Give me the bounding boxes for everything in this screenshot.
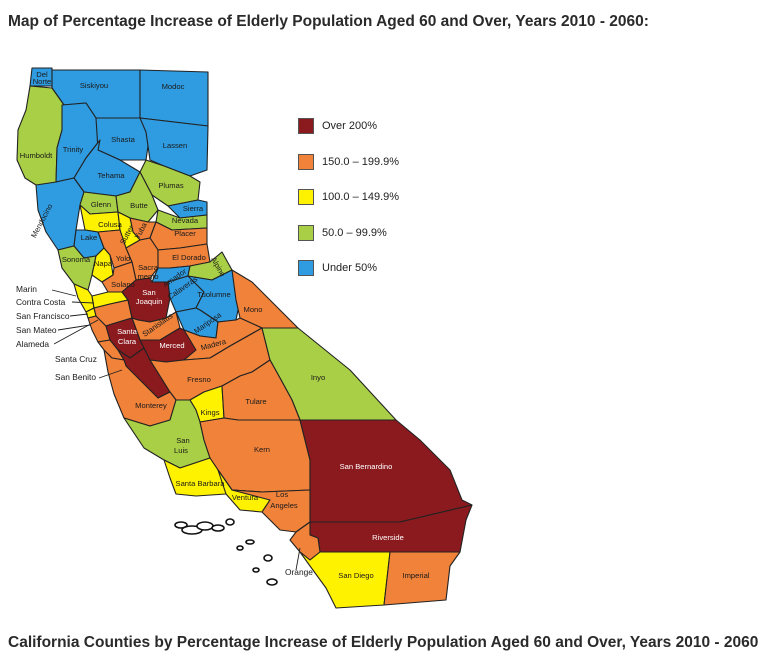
county-san-diego [299, 551, 391, 609]
county-label-san-joaquin: San [142, 288, 156, 297]
callout-line-san-francisco [69, 313, 89, 317]
callout-label-marin: Marin [16, 284, 37, 294]
legend-label-150-199: 150.0 – 199.9% [322, 155, 400, 168]
county-label-fresno: Fresno [187, 375, 211, 384]
county-los-angeles [231, 489, 311, 533]
legend-swatch-100-149 [298, 189, 314, 205]
channel-island-5 [225, 518, 235, 526]
channel-island-7 [263, 554, 273, 562]
channel-island-3 [196, 521, 214, 531]
county-label-sonoma: Sonoma [62, 255, 91, 264]
callout-line-contra-costa [71, 301, 95, 304]
county-label-santa-clara: Clara [118, 337, 137, 346]
county-label-santa-barbara: Santa Barbara [176, 479, 226, 488]
channel-island-4 [211, 524, 225, 532]
county-label-imperial: Imperial [402, 571, 429, 580]
county-label-kings: Kings [201, 408, 220, 417]
legend-label-under-50: Under 50% [322, 262, 378, 274]
county-label-del-norte: Norte [33, 77, 52, 86]
map-legend: Over 200% 150.0 – 199.9% 100.0 – 149.9% … [298, 117, 399, 295]
legend-swatch-under-50 [298, 260, 314, 276]
county-san-bernardino [299, 419, 473, 523]
county-modoc [139, 69, 209, 127]
legend-item-over-200: Over 200% [298, 117, 399, 135]
county-madera [183, 317, 263, 361]
county-label-solano: Solano [111, 280, 135, 289]
callout-label-contra-costa: Contra Costa [16, 297, 66, 307]
county-label-lake: Lake [81, 233, 97, 242]
legend-swatch-50-99 [298, 224, 314, 241]
county-label-sierra: Sierra [183, 204, 204, 213]
county-label-san-luis-obispo: Luis [174, 446, 188, 455]
legend-item-150-199: 150.0 – 199.9% [298, 153, 399, 171]
county-label-san-bernardino: San Bernardino [340, 462, 393, 471]
channel-island-1 [174, 521, 188, 529]
county-monterey [103, 349, 177, 427]
callout-line-marin [51, 289, 77, 297]
legend-item-under-50: Under 50% [298, 259, 399, 277]
county-label-monterey: Monterey [135, 401, 167, 410]
county-label-yolo: Yolo [116, 254, 131, 263]
county-label-trinity: Trinity [63, 145, 84, 154]
county-label-glenn: Glenn [91, 200, 111, 209]
county-label-butte: Butte [130, 201, 148, 210]
county-imperial [383, 551, 461, 606]
county-label-humboldt: Humboldt [20, 151, 53, 160]
county-label-tehama: Tehama [97, 171, 125, 180]
legend-item-50-99: 50.0 – 99.9% [298, 224, 399, 242]
legend-label-100-149: 100.0 – 149.9% [322, 191, 400, 203]
callout-label-san-francisco: San Francisco [16, 311, 70, 321]
callout-label-alameda: Alameda [16, 339, 49, 349]
county-marin [73, 283, 95, 313]
county-label-el-dorado: El Dorado [172, 253, 206, 262]
county-label-placer: Placer [174, 229, 196, 238]
county-label-los-angeles: Los [276, 490, 288, 499]
county-label-napa: Napa [94, 259, 113, 268]
county-label-nevada: Nevada [172, 216, 199, 225]
county-label-san-joaquin: Joaquin [136, 297, 163, 306]
county-label-siskiyou: Siskiyou [80, 81, 108, 90]
callout-line-orange [295, 547, 301, 571]
channel-island-10 [236, 545, 244, 551]
legend-item-100-149: 100.0 – 149.9% [298, 188, 399, 206]
county-label-mono: Mono [244, 305, 263, 314]
county-label-inyo: Inyo [311, 373, 325, 382]
county-label-tulare: Tulare [245, 397, 266, 406]
county-label-sacramento: Sacra [138, 263, 159, 272]
channel-island-9 [252, 567, 260, 573]
county-label-shasta: Shasta [111, 135, 135, 144]
county-label-sacramento: mento [137, 272, 158, 281]
county-label-tuolumne: Tuolumne [197, 290, 231, 299]
county-label-riverside: Riverside [372, 533, 404, 542]
county-label-ventura: Ventura [232, 493, 259, 502]
legend-swatch-150-199 [298, 153, 314, 170]
county-label-colusa: Colusa [98, 220, 122, 229]
county-label-lassen: Lassen [163, 141, 188, 150]
legend-label-50-99: 50.0 – 99.9% [322, 226, 387, 239]
county-label-kern: Kern [254, 445, 270, 454]
county-label-santa-clara: Santa [117, 327, 138, 336]
county-label-san-diego: San Diego [338, 571, 373, 580]
county-label-plumas: Plumas [158, 181, 184, 190]
callout-label-san-benito: San Benito [55, 372, 96, 382]
callout-label-santa-cruz: Santa Cruz [55, 354, 97, 364]
callout-label-san-mateo: San Mateo [16, 325, 57, 335]
page-title: Map of Percentage Increase of Elderly Po… [8, 13, 649, 30]
county-label-merced: Merced [159, 341, 184, 350]
callout-label-orange: Orange [285, 567, 313, 577]
map-caption: California Counties by Percentage Increa… [8, 634, 759, 651]
channel-island-8 [266, 578, 278, 586]
county-label-los-angeles: Angeles [270, 501, 298, 510]
legend-label-over-200: Over 200% [322, 120, 378, 132]
callout-line-alameda [53, 319, 99, 345]
county-label-san-luis-obispo: San [176, 436, 190, 445]
callout-line-san-benito [98, 369, 123, 379]
legend-swatch-over-200 [298, 118, 314, 134]
county-sierra [167, 199, 208, 219]
county-label-modoc: Modoc [162, 82, 185, 91]
county-label-del-norte: Del [36, 70, 48, 79]
channel-island-6 [245, 539, 255, 545]
callout-line-san-mateo [57, 324, 91, 331]
